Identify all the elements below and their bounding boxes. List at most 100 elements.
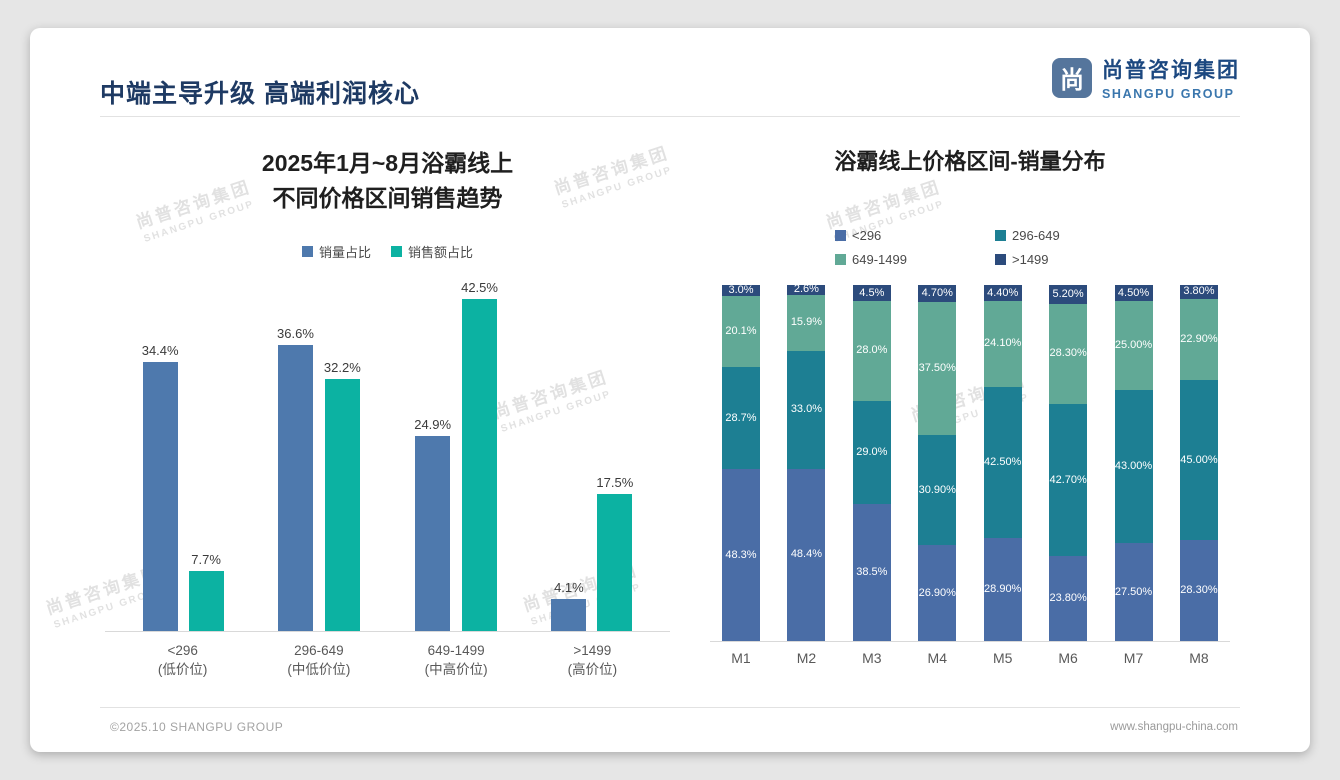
segment-<296: 23.80% — [1049, 556, 1088, 641]
segment-296-649: 28.7% — [722, 367, 760, 470]
category-label-line2: (低价位) — [157, 662, 208, 677]
segment-value-label: 42.70% — [1049, 473, 1087, 486]
bar-value-label: 7.7% — [191, 551, 221, 567]
bar-wrap: 42.5% — [461, 279, 498, 631]
segment-value-label: 38.5% — [856, 565, 888, 578]
category-label: <296 (低价位) — [158, 641, 208, 679]
segment-value-label: 20.1% — [725, 324, 757, 337]
legend-item-649-1499: 649-1499 — [835, 252, 965, 267]
segment->1499: 4.70% — [918, 285, 957, 302]
legend-item-<296: <296 — [835, 228, 965, 243]
stacked-category-M5: 28.90% 42.50% 24.10% 4.40% M5 — [983, 285, 1022, 666]
category-label-line2: (高价位) — [567, 662, 618, 677]
bar-pair: 4.1% 17.5% — [551, 279, 633, 631]
segment-value-label: 48.3% — [725, 548, 757, 561]
category-label-line2: (中高价位) — [424, 662, 488, 677]
right-chart-plot: 48.3% 28.7% 20.1% 3.0% M1 48.4% 33.0% 15.9% 2.6%… — [710, 284, 1230, 666]
segment-<296: 48.4% — [787, 468, 826, 641]
segment-649-1499: 22.90% — [1179, 298, 1218, 381]
grouped-bar-chart: 2025年1月~8月浴霸线上 不同价格区间销售趋势 销量占比 销售额占比 34.4… — [105, 146, 670, 679]
right-chart-legend: <296 296-649 649-1499 >1499 — [710, 228, 1230, 267]
category-label: M3 — [862, 650, 882, 666]
segment-value-label: 30.90% — [918, 483, 956, 496]
brand-logo: 尚 尚普咨询集团 SHANGPU GROUP — [1052, 54, 1240, 101]
brand-name-en: SHANGPU GROUP — [1102, 87, 1235, 101]
legend-label: >1499 — [1012, 252, 1049, 267]
segment-value-label: 26.90% — [918, 586, 956, 599]
legend-swatch — [301, 246, 313, 257]
bar-value-label: 34.4% — [141, 342, 179, 358]
segment-value-label: 29.0% — [856, 445, 888, 458]
category-label: M7 — [1123, 650, 1144, 666]
legend-item-销售额占比: 销售额占比 — [391, 242, 473, 261]
bar-wrap: 34.4% — [142, 279, 179, 631]
segment-296-649: 33.0% — [787, 351, 826, 469]
footer-website: www.shangpu-china.com — [1110, 721, 1238, 733]
stacked-bar: 48.4% 33.0% 15.9% 2.6% — [787, 284, 826, 641]
segment-value-label: 28.7% — [725, 411, 757, 424]
left-chart-title: 2025年1月~8月浴霸线上 不同价格区间销售趋势 — [105, 146, 670, 216]
stacked-bar: 48.3% 28.7% 20.1% 3.0% — [722, 284, 760, 641]
segment-value-label: 4.70% — [921, 286, 953, 299]
bar-销售额占比 — [462, 298, 498, 631]
segment-value-label: 22.90% — [1180, 332, 1218, 345]
left-chart-title-line2: 不同价格区间销售趋势 — [272, 185, 503, 211]
category-label: 296-649 (中低价位) — [287, 641, 350, 679]
segment-<296: 48.3% — [722, 469, 760, 641]
segment-value-label: 3.80% — [1183, 285, 1215, 298]
bar-销量占比 — [415, 436, 451, 631]
legend-swatch — [995, 254, 1006, 265]
segment-649-1499: 28.0% — [852, 301, 891, 401]
bar-销量占比 — [277, 344, 313, 631]
page-title: 中端主导升级 高端利润核心 — [100, 80, 420, 108]
legend-label: 649-1499 — [852, 252, 907, 267]
segment->1499: 3.0% — [722, 284, 760, 296]
segment->1499: 4.50% — [1114, 285, 1153, 302]
segment-value-label: 48.4% — [790, 548, 823, 561]
stacked-category-M1: 48.3% 28.7% 20.1% 3.0% M1 — [722, 284, 760, 666]
segment-value-label: 25.00% — [1114, 339, 1153, 352]
legend-label: 296-649 — [1012, 228, 1060, 243]
stacked-category-M8: 28.30% 45.00% 22.90% 3.80% M8 — [1179, 285, 1218, 666]
category-label: M2 — [796, 650, 817, 666]
segment-296-649: 42.50% — [983, 386, 1022, 539]
segment-296-649: 42.70% — [1049, 404, 1088, 557]
stacked-bar: 27.50% 43.00% 25.00% 4.50% — [1114, 285, 1153, 641]
segment->1499: 5.20% — [1049, 285, 1088, 304]
segment-<296: 38.5% — [852, 503, 891, 641]
bar-value-label: 17.5% — [596, 475, 634, 491]
legend-label: 销售额占比 — [408, 245, 474, 260]
segment-value-label: 27.50% — [1114, 585, 1153, 598]
bar-value-label: 4.1% — [554, 579, 584, 595]
segment-value-label: 42.50% — [984, 455, 1022, 468]
segment-value-label: 33.0% — [790, 403, 823, 416]
x-axis-line — [710, 641, 1230, 642]
category-label: M4 — [927, 650, 947, 666]
segment-<296: 28.90% — [983, 538, 1022, 641]
segment->1499: 4.5% — [852, 285, 891, 302]
category-group-296-649: 36.6% 32.2% 296-649 (中低价位) — [277, 279, 361, 679]
stacked-bar: 26.90% 30.90% 37.50% 4.70% — [918, 285, 957, 641]
segment-296-649: 43.00% — [1114, 390, 1153, 544]
brand-name-cn: 尚普咨询集团 — [1102, 59, 1240, 82]
category-label: M5 — [992, 650, 1013, 666]
segment->1499: 3.80% — [1179, 285, 1218, 299]
stacked-category-M6: 23.80% 42.70% 28.30% 5.20% M6 — [1049, 285, 1088, 666]
bar-销售额占比 — [597, 494, 633, 631]
category-group-<296: 34.4% 7.7% <296 (低价位) — [142, 279, 224, 679]
segment->1499: 2.6% — [787, 284, 826, 295]
category-label: M1 — [731, 650, 751, 666]
stacked-bar: 38.5% 29.0% 28.0% 4.5% — [852, 285, 891, 641]
segment-value-label: 4.50% — [1117, 286, 1150, 299]
bar-value-label: 42.5% — [461, 279, 498, 295]
segment-value-label: 23.80% — [1049, 592, 1087, 605]
category-label-line1: <296 — [167, 643, 198, 658]
segment-value-label: 24.10% — [984, 337, 1022, 350]
left-chart-plot: 34.4% 7.7% <296 (低价位) 36.6% 32.2% 296-649 (中低价位… — [105, 279, 670, 679]
category-label: M6 — [1058, 650, 1078, 666]
segment-649-1499: 24.10% — [983, 301, 1022, 387]
header-divider — [100, 116, 1240, 117]
slide: 尚普咨询集团 SHANGPU GROUP 尚普咨询集团 SHANGPU GROUP 尚普… — [30, 28, 1310, 752]
legend-swatch — [835, 230, 846, 241]
bar-销量占比 — [142, 361, 178, 631]
